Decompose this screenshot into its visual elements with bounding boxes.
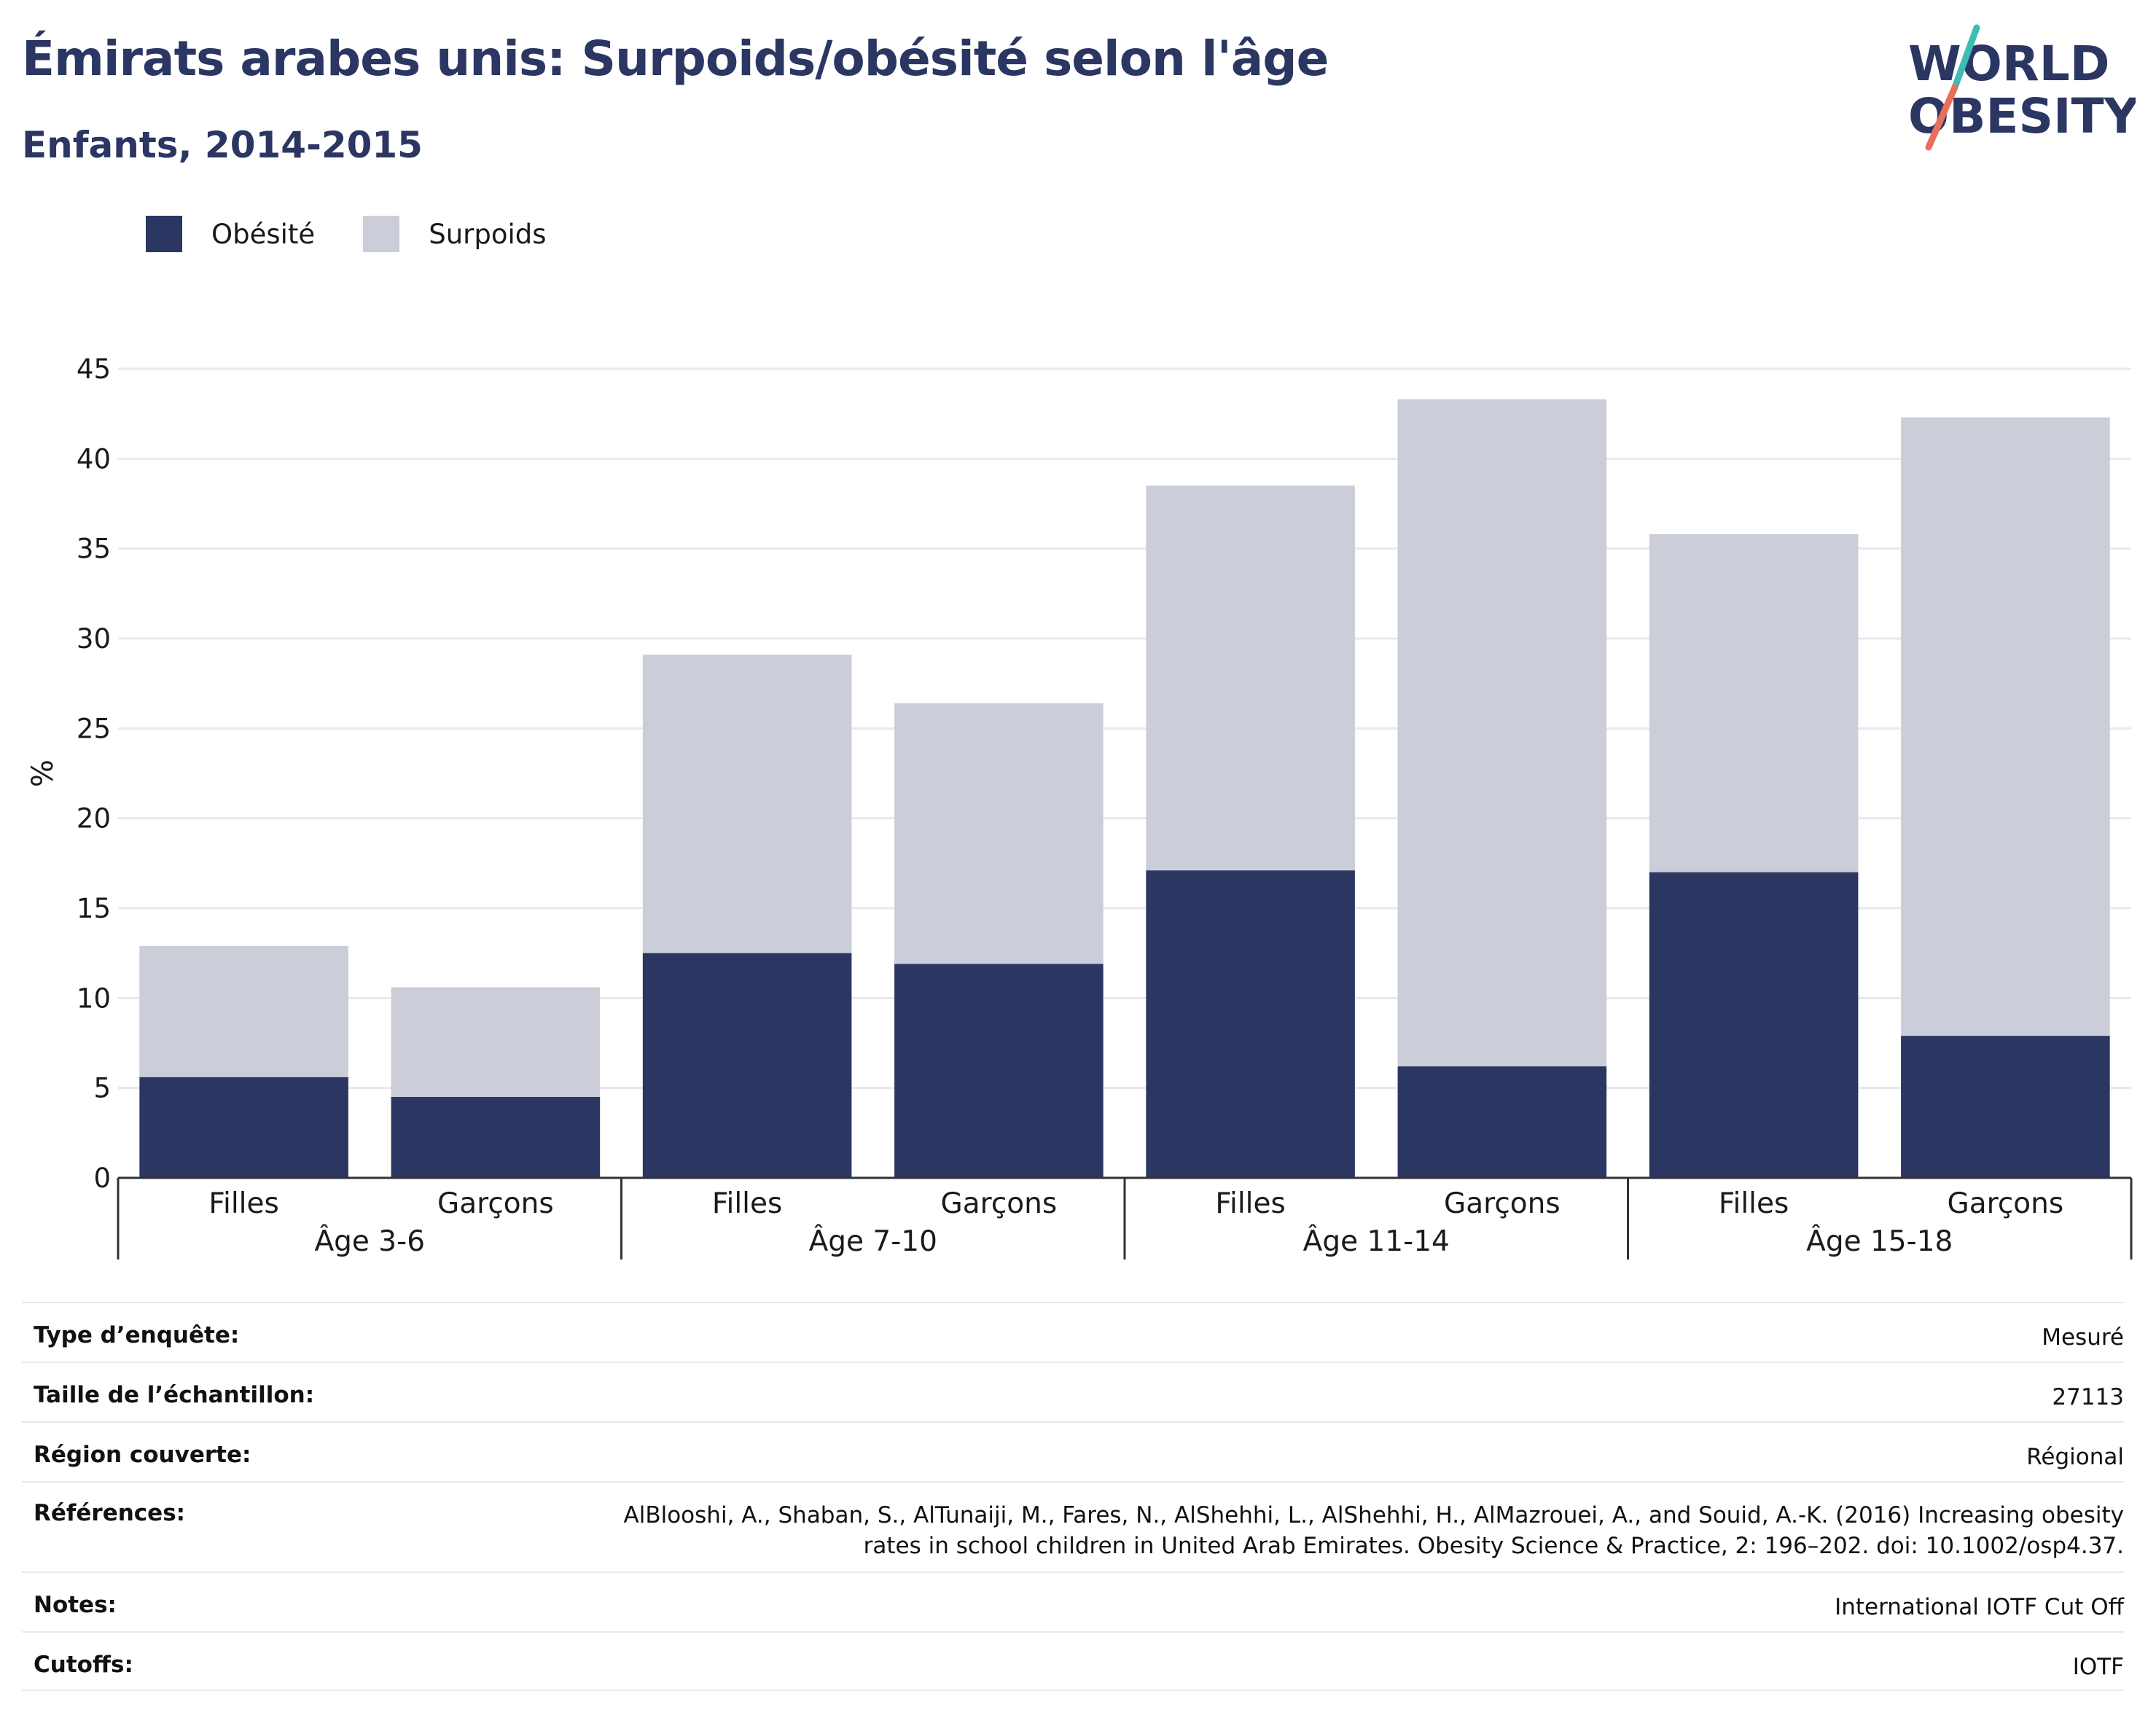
logo-text-obesity: OBESITY: [1908, 88, 2136, 144]
info-key: Références:: [34, 1500, 186, 1526]
bar-overweight: [1901, 417, 2110, 1036]
info-key: Région couverte:: [34, 1442, 251, 1468]
legend-item-overweight[interactable]: Surpoids: [363, 216, 547, 252]
legend-swatch-obesity: [146, 216, 182, 252]
info-key: Cutoffs:: [34, 1652, 133, 1678]
bar-overweight: [391, 987, 601, 1097]
legend-swatch-overweight: [363, 216, 400, 252]
x-tick-label: Garçons: [1444, 1187, 1561, 1220]
bar-overweight: [1397, 399, 1607, 1067]
bar-obesity: [1397, 1066, 1607, 1178]
legend-label-obesity: Obésité: [211, 218, 316, 250]
info-value: Mesuré: [2042, 1322, 2124, 1353]
x-tick-label: Garçons: [437, 1187, 554, 1220]
info-value-line: 27113: [2052, 1384, 2124, 1410]
bar-obesity: [1901, 1036, 2110, 1178]
info-value: International IOTF Cut Off: [1835, 1592, 2124, 1622]
y-tick-label: 20: [77, 803, 111, 835]
info-value-line: Régional: [2026, 1444, 2124, 1470]
legend: Obésité Surpoids: [146, 216, 595, 252]
y-tick-label: 0: [93, 1163, 111, 1194]
group-label: Âge 7-10: [809, 1224, 937, 1258]
y-tick-label: 40: [77, 443, 111, 474]
y-tick-label: 5: [93, 1073, 111, 1104]
bar-obesity: [391, 1097, 601, 1178]
x-tick-label: Filles: [208, 1187, 278, 1220]
info-value-line: Mesuré: [2042, 1324, 2124, 1351]
x-tick-label: Filles: [712, 1187, 782, 1220]
y-tick-label: 15: [77, 893, 111, 924]
logo-text-world: WORLD: [1908, 36, 2110, 92]
x-tick-label: Filles: [1215, 1187, 1285, 1220]
y-tick-label: 35: [77, 534, 111, 565]
group-label: Âge 3-6: [314, 1224, 425, 1258]
info-key: Notes:: [34, 1592, 117, 1618]
bar-obesity: [1649, 872, 1859, 1178]
group-label: Âge 15-18: [1806, 1224, 1953, 1258]
world-obesity-logo: WORLD OBESITY: [1908, 24, 2136, 151]
info-row: Taille de l’échantillon: 27113: [22, 1362, 2124, 1421]
info-value-line: AlBlooshi, A., Shaban, S., AlTunaiji, M.…: [623, 1502, 2124, 1528]
info-key: Taille de l’échantillon:: [34, 1382, 315, 1408]
bar-overweight: [1146, 485, 1355, 871]
group-label: Âge 11-14: [1303, 1224, 1450, 1258]
y-axis-label: %: [26, 759, 60, 787]
info-value: 27113: [2052, 1382, 2124, 1413]
info-value: IOTF: [2073, 1652, 2124, 1682]
y-tick-label: 25: [77, 713, 111, 744]
stacked-bar-chart: 0 5 10 15 20 25 30 35 40 45% Filles Garçons Filles Ga…: [26, 354, 2133, 1260]
info-value-line: rates in school children in United Arab …: [863, 1533, 2124, 1559]
legend-item-obesity[interactable]: Obésité: [146, 216, 315, 252]
x-tick-label: Garçons: [1948, 1187, 2064, 1220]
survey-info-table: Type d’enquête: Mesuré Taille de l’échanti…: [22, 1302, 2124, 1691]
info-value-line: International IOTF Cut Off: [1835, 1594, 2124, 1620]
x-tick-label: Filles: [1719, 1187, 1789, 1220]
info-key: Type d’enquête:: [34, 1322, 240, 1348]
x-tick-label: Garçons: [941, 1187, 1058, 1220]
bar-obesity: [894, 964, 1104, 1178]
y-tick-label: 45: [77, 354, 111, 385]
info-row: Notes: International IOTF Cut Off: [22, 1571, 2124, 1631]
logo-slash-top: [1951, 24, 1980, 91]
bar-obesity: [1146, 870, 1355, 1178]
info-value: Régional: [2026, 1442, 2124, 1472]
logo-slash-bottom: [1925, 84, 1958, 151]
info-value: AlBlooshi, A., Shaban, S., AlTunaiji, M.…: [624, 1500, 2124, 1561]
y-tick-label: 10: [77, 983, 111, 1014]
info-row: Région couverte: Régional: [22, 1421, 2124, 1481]
bar-overweight: [894, 703, 1104, 964]
chart-title: Émirats arabes unis: Surpoids/obésité se…: [22, 31, 1329, 87]
bar-overweight: [139, 945, 348, 1077]
chart-subtitle: Enfants, 2014-2015: [22, 124, 423, 166]
info-row: Cutoffs: IOTF: [22, 1631, 2124, 1691]
info-value-line: IOTF: [2072, 1654, 2124, 1680]
info-row: Type d’enquête: Mesuré: [22, 1302, 2124, 1362]
info-row: Références: AlBlooshi, A., Shaban, S., Al…: [22, 1481, 2124, 1571]
bar-obesity: [139, 1077, 348, 1178]
bar-obesity: [642, 953, 852, 1178]
y-tick-label: 30: [77, 623, 111, 655]
bar-overweight: [642, 655, 852, 953]
legend-label-overweight: Surpoids: [429, 218, 547, 250]
bar-overweight: [1649, 534, 1859, 872]
